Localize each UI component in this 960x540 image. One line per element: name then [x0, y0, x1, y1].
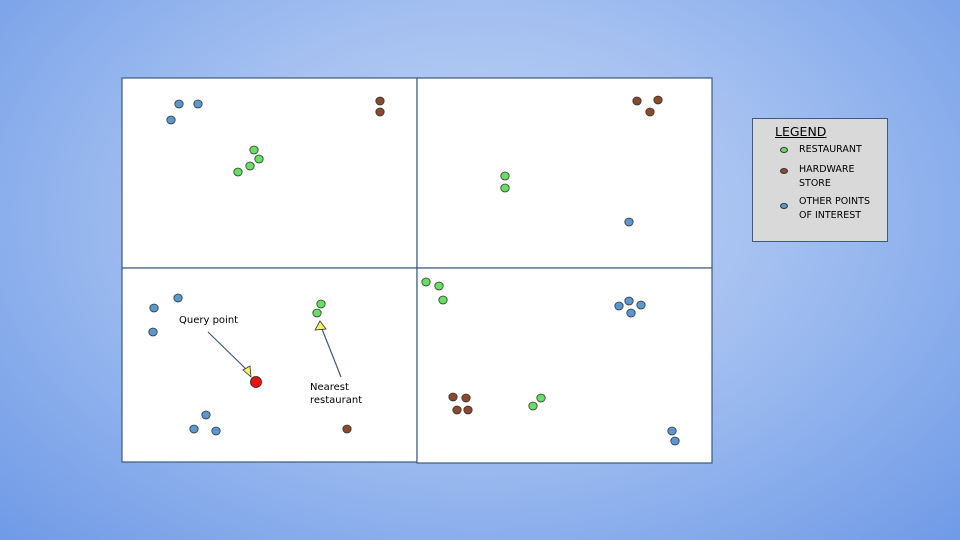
restaurant-point	[245, 161, 255, 171]
other-poi-point	[211, 426, 221, 436]
query-point-label: Query point	[179, 315, 239, 326]
hardware-store-dot-icon	[780, 168, 788, 174]
quadrant-top-right	[416, 77, 713, 269]
other-poi-point	[193, 99, 203, 109]
hardware-store-point	[653, 95, 663, 105]
restaurant-point	[254, 154, 264, 164]
restaurant-point	[421, 277, 431, 287]
other-poi-point	[624, 217, 634, 227]
query-point-marker	[250, 376, 262, 388]
other-poi-point	[667, 426, 677, 436]
other-poi-point	[670, 436, 680, 446]
quadrant-bottom-right	[416, 267, 713, 464]
other-poi-dot-icon	[780, 203, 788, 209]
restaurant-point	[434, 281, 444, 291]
nearest-restaurant-label: Nearest restaurant	[310, 382, 363, 406]
legend-title: LEGEND	[775, 124, 827, 139]
quadrant-bottom-left	[121, 267, 418, 463]
other-poi-point	[149, 303, 159, 313]
restaurant-point	[536, 393, 546, 403]
other-poi-point	[174, 99, 184, 109]
hardware-store-point	[461, 393, 471, 403]
hardware-store-point	[452, 405, 462, 415]
other-poi-point	[636, 300, 646, 310]
restaurant-point	[438, 295, 448, 305]
legend-box: LEGEND RESTAURANT HARDWARE STORE OTHER P…	[752, 118, 888, 242]
hardware-store-point	[645, 107, 655, 117]
other-poi-point	[148, 327, 158, 337]
nearest-restaurant-arrow-head	[314, 320, 327, 331]
other-poi-point	[201, 410, 211, 420]
restaurant-point	[500, 183, 510, 193]
hardware-store-point	[448, 392, 458, 402]
query-point-arrow-line	[207, 331, 248, 371]
restaurant-point	[233, 167, 243, 177]
hardware-store-point	[342, 424, 352, 434]
restaurant-point	[500, 171, 510, 181]
legend-label-other-poi: OTHER POINTS OF INTEREST	[799, 196, 870, 221]
hardware-store-point	[632, 96, 642, 106]
restaurant-dot-icon	[780, 147, 788, 153]
restaurant-point	[312, 308, 322, 318]
legend-label-hardware-store: HARDWARE STORE	[799, 164, 855, 189]
query-point-arrow-head	[242, 365, 252, 378]
restaurant-point	[316, 299, 326, 309]
other-poi-point	[189, 424, 199, 434]
nearest-restaurant-arrow-line	[321, 328, 342, 378]
other-poi-point	[166, 115, 176, 125]
other-poi-point	[626, 308, 636, 318]
other-poi-point	[624, 296, 634, 306]
other-poi-point	[173, 293, 183, 303]
restaurant-point	[249, 145, 259, 155]
restaurant-point	[528, 401, 538, 411]
quadrant-top-left	[121, 77, 418, 269]
hardware-store-point	[375, 107, 385, 117]
hardware-store-point	[463, 405, 473, 415]
hardware-store-point	[375, 96, 385, 106]
other-poi-point	[614, 301, 624, 311]
legend-label-restaurant: RESTAURANT	[799, 144, 862, 155]
